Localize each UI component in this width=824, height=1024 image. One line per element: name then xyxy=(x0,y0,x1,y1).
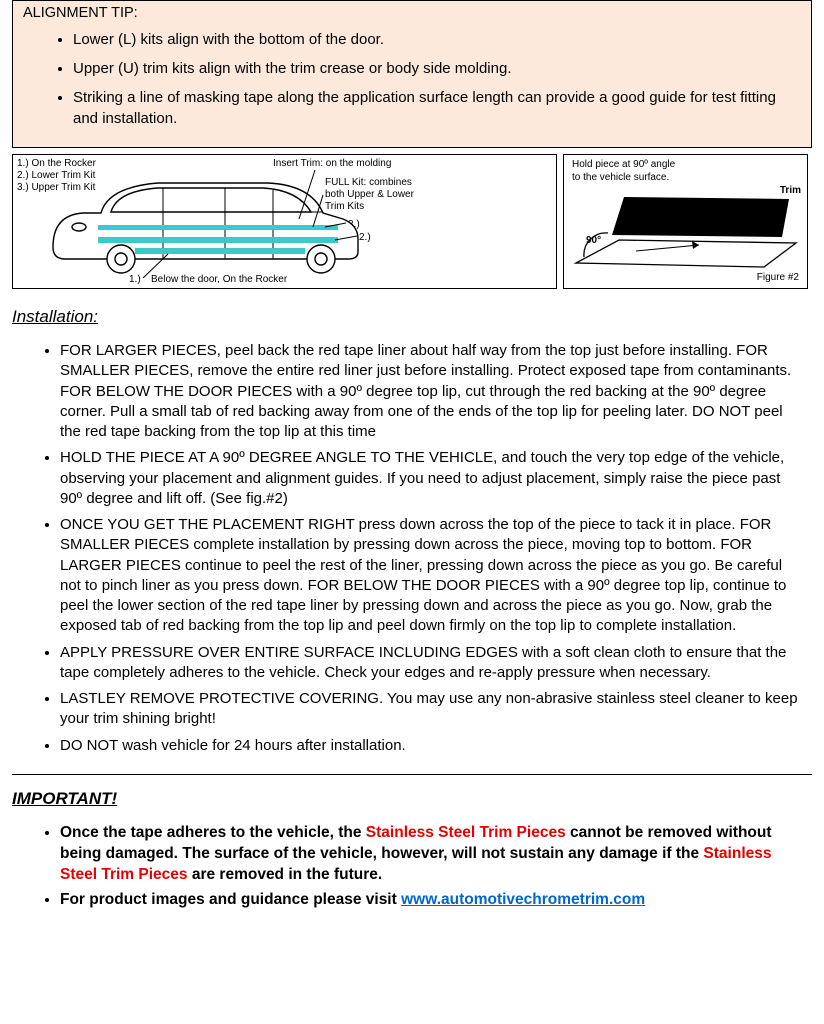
section-divider xyxy=(12,774,812,775)
imp1-e: are removed in the future. xyxy=(188,866,383,883)
important-heading: IMPORTANT! xyxy=(12,789,824,809)
tip-item: Striking a line of masking tape along th… xyxy=(73,87,801,129)
car-svg xyxy=(13,155,558,290)
tip-item: Upper (U) trim kits align with the trim … xyxy=(73,58,801,79)
install-step: ONCE YOU GET THE PLACEMENT RIGHT press d… xyxy=(60,515,798,637)
imp2-a: For product images and guidance please v… xyxy=(60,891,401,908)
car-diagram: 1.) On the Rocker 2.) Lower Trim Kit 3.)… xyxy=(12,154,557,289)
install-step: HOLD THE PIECE AT A 90º DEGREE ANGLE TO … xyxy=(60,448,798,509)
important-list: Once the tape adheres to the vehicle, th… xyxy=(0,823,824,911)
imp1-a: Once the tape adheres to the vehicle, th… xyxy=(60,824,366,841)
installation-list: FOR LARGER PIECES, peel back the red tap… xyxy=(0,341,824,756)
tip-item: Lower (L) kits align with the bottom of … xyxy=(73,29,801,50)
install-step: DO NOT wash vehicle for 24 hours after i… xyxy=(60,736,798,756)
important-item: For product images and guidance please v… xyxy=(60,890,804,911)
diagram-row: 1.) On the Rocker 2.) Lower Trim Kit 3.)… xyxy=(0,154,824,289)
important-item: Once the tape adheres to the vehicle, th… xyxy=(60,823,804,886)
install-step: LASTLEY REMOVE PROTECTIVE COVERING. You … xyxy=(60,689,798,730)
installation-heading: Installation: xyxy=(12,307,824,327)
angle-diagram: Hold piece at 90º angle to the vehicle s… xyxy=(563,154,808,289)
angle-svg xyxy=(564,155,809,290)
install-step: FOR LARGER PIECES, peel back the red tap… xyxy=(60,341,798,442)
imp1-b: Stainless Steel Trim Pieces xyxy=(366,824,566,841)
product-link[interactable]: www.automotivechrometrim.com xyxy=(401,891,645,908)
tip-title: ALIGNMENT TIP: xyxy=(23,5,801,21)
tip-list: Lower (L) kits align with the bottom of … xyxy=(23,29,801,129)
install-step: APPLY PRESSURE OVER ENTIRE SURFACE INCLU… xyxy=(60,643,798,684)
alignment-tip-box: ALIGNMENT TIP: Lower (L) kits align with… xyxy=(12,0,812,148)
